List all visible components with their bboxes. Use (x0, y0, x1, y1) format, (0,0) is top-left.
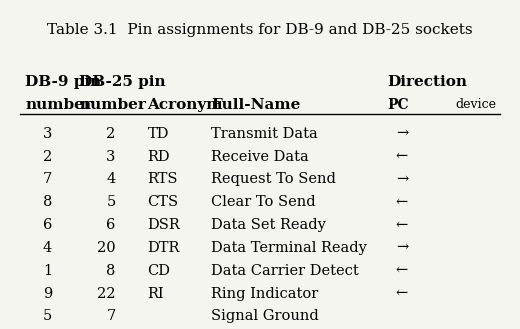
Text: Receive Data: Receive Data (211, 150, 309, 164)
Text: 4: 4 (43, 241, 52, 255)
Text: RD: RD (148, 150, 170, 164)
Text: ←: ← (396, 150, 408, 164)
Text: 2: 2 (43, 150, 52, 164)
Text: CD: CD (148, 264, 171, 278)
Text: 3: 3 (43, 127, 52, 141)
Text: Data Terminal Ready: Data Terminal Ready (211, 241, 367, 255)
Text: PC: PC (387, 98, 409, 112)
Text: device: device (456, 98, 497, 111)
Text: Data Carrier Detect: Data Carrier Detect (211, 264, 359, 278)
Text: Transmit Data: Transmit Data (211, 127, 318, 141)
Text: 22: 22 (97, 287, 116, 301)
Text: Acronym: Acronym (148, 98, 223, 112)
Text: →: → (396, 241, 408, 255)
Text: DSR: DSR (148, 218, 180, 232)
Text: 7: 7 (107, 309, 116, 323)
Text: 9: 9 (43, 287, 52, 301)
Text: ←: ← (396, 264, 408, 278)
Text: ←: ← (396, 195, 408, 209)
Text: 20: 20 (97, 241, 116, 255)
Text: Ring Indicator: Ring Indicator (211, 287, 318, 301)
Text: number: number (25, 98, 92, 112)
Text: 8: 8 (43, 195, 52, 209)
Text: DB-9 pin: DB-9 pin (25, 75, 101, 89)
Text: DTR: DTR (148, 241, 180, 255)
Text: Full-Name: Full-Name (211, 98, 301, 112)
Text: RTS: RTS (148, 172, 178, 187)
Text: ←: ← (396, 218, 408, 232)
Text: TD: TD (148, 127, 169, 141)
Text: 1: 1 (43, 264, 52, 278)
Text: 5: 5 (43, 309, 52, 323)
Text: 5: 5 (107, 195, 116, 209)
Text: →: → (396, 172, 408, 187)
Text: 6: 6 (107, 218, 116, 232)
Text: DB-25 pin: DB-25 pin (79, 75, 166, 89)
Text: number: number (79, 98, 146, 112)
Text: →: → (396, 127, 408, 141)
Text: CTS: CTS (148, 195, 179, 209)
Text: Table 3.1  Pin assignments for DB-9 and DB-25 sockets: Table 3.1 Pin assignments for DB-9 and D… (47, 23, 473, 37)
Text: ←: ← (396, 287, 408, 301)
Text: 3: 3 (107, 150, 116, 164)
Text: Data Set Ready: Data Set Ready (211, 218, 326, 232)
Text: 8: 8 (107, 264, 116, 278)
Text: Direction: Direction (387, 75, 467, 89)
Text: Request To Send: Request To Send (211, 172, 336, 187)
Text: 4: 4 (107, 172, 116, 187)
Text: 6: 6 (43, 218, 52, 232)
Text: Clear To Send: Clear To Send (211, 195, 316, 209)
Text: 2: 2 (107, 127, 116, 141)
Text: RI: RI (148, 287, 164, 301)
Text: 7: 7 (43, 172, 52, 187)
Text: Signal Ground: Signal Ground (211, 309, 319, 323)
